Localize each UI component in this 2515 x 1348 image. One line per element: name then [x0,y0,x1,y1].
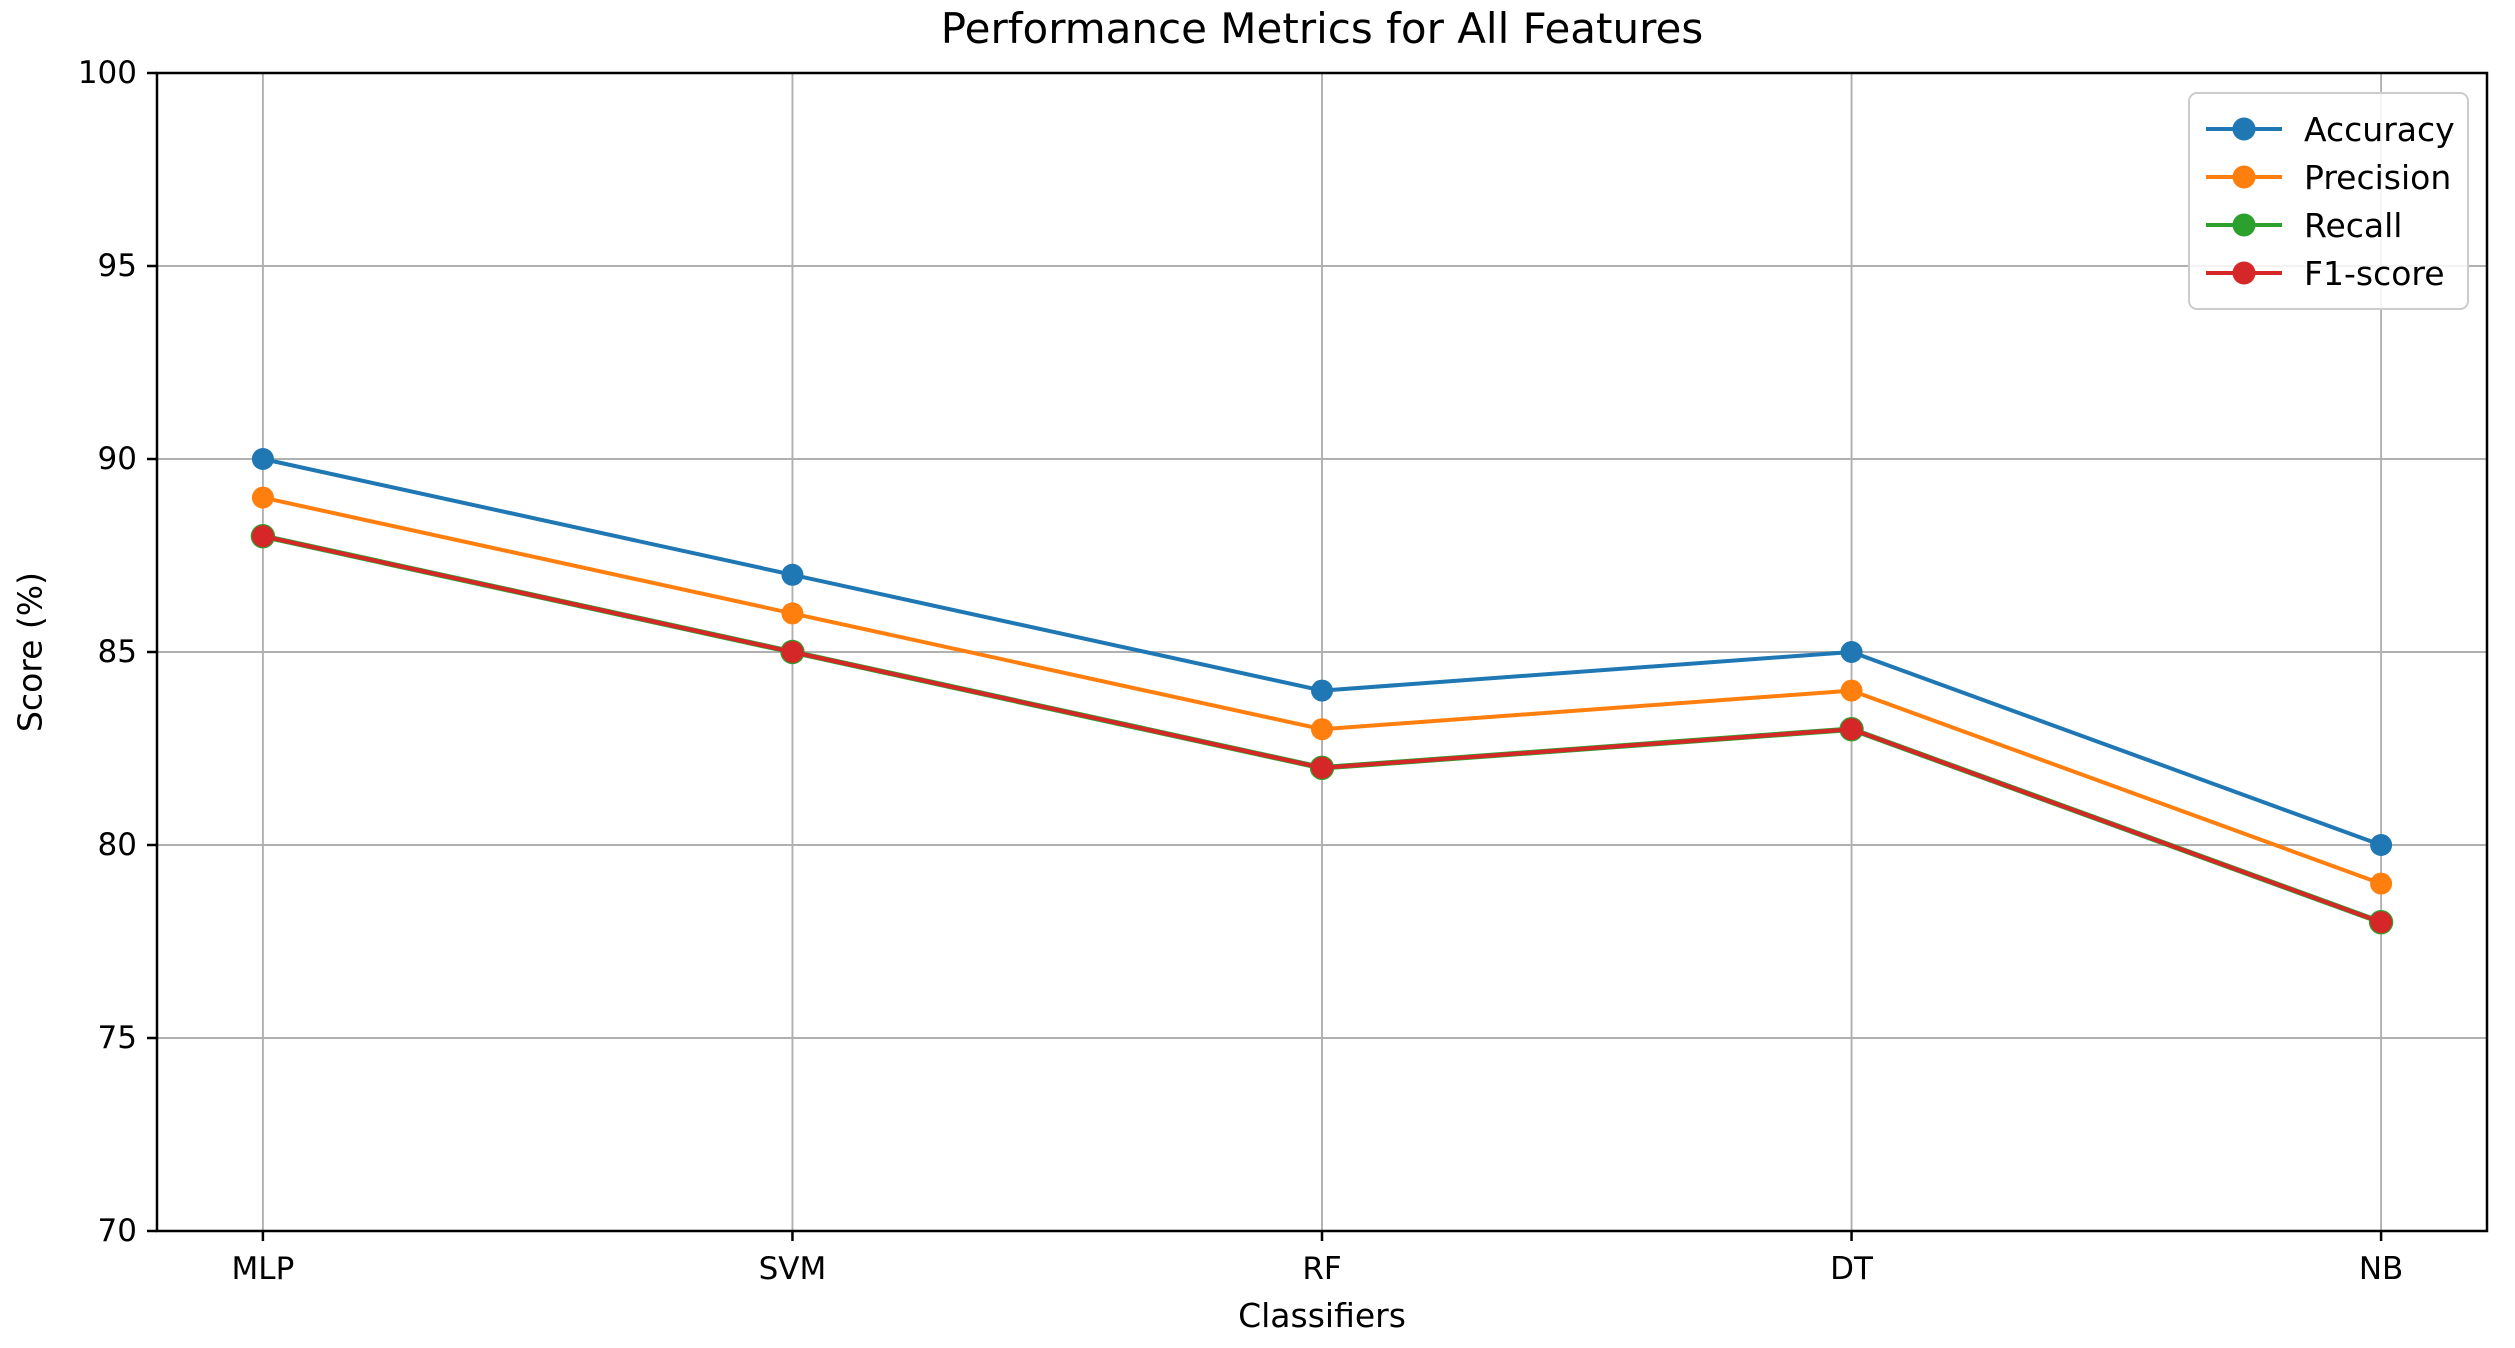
legend-dot-swatch [2232,213,2256,237]
legend-label-precision: Precision [2304,157,2452,197]
x-axis-label: Classifiers [1238,1296,1406,1335]
legend-marker-f1-score-icon [2206,261,2282,285]
legend-marker-precision-icon [2206,165,2282,189]
legend-dot-swatch [2232,261,2256,285]
legend-label-f1-score: F1-score [2304,253,2445,293]
legend-item-accuracy: Accuracy [2206,106,2461,152]
data-point-f1-score-nb [2370,911,2393,934]
chart-title: Performance Metrics for All Features [940,4,1704,53]
legend-item-recall: Recall [2206,202,2461,248]
legend-dot-swatch [2232,165,2256,189]
legend-marker-recall-icon [2206,213,2282,237]
y-tick-label-95: 95 [98,248,137,284]
x-tick-label-rf: RF [1302,1251,1341,1287]
data-point-f1-score-rf [1311,756,1333,779]
x-tick-label-mlp: MLP [232,1251,295,1287]
x-tick-label-nb: NB [2359,1251,2403,1287]
y-tick-label-85: 85 [98,634,137,670]
y-tick-label-90: 90 [98,441,137,477]
x-tick-label-dt: DT [1830,1251,1874,1287]
y-tick-label-100: 100 [78,55,137,91]
legend: Accuracy Precision Recall F1-score [2188,92,2469,310]
legend-dot-swatch [2232,117,2256,141]
legend-item-precision: Precision [2206,154,2461,200]
data-point-precision-nb [2370,872,2393,895]
y-tick-label-75: 75 [98,1020,137,1056]
legend-marker-accuracy-icon [2206,117,2282,141]
data-point-f1-score-dt [1840,718,1863,741]
data-point-f1-score-mlp [251,525,274,548]
legend-label-recall: Recall [2304,205,2403,245]
data-point-precision-mlp [251,486,274,509]
data-point-precision-svm [781,602,804,625]
data-point-accuracy-mlp [251,448,274,470]
data-point-precision-dt [1840,679,1863,702]
data-point-accuracy-nb [2370,834,2393,856]
y-tick-label-70: 70 [98,1213,137,1249]
data-point-accuracy-dt [1840,641,1863,663]
data-point-f1-score-svm [781,641,804,663]
data-point-accuracy-svm [781,563,804,586]
legend-label-accuracy: Accuracy [2304,109,2455,149]
data-point-precision-rf [1311,718,1333,741]
x-tick-label-svm: SVM [759,1251,827,1287]
y-tick-label-80: 80 [98,827,137,863]
y-axis-label: Score (%) [10,571,50,733]
data-point-accuracy-rf [1311,679,1333,702]
legend-item-f1-score: F1-score [2206,250,2461,296]
